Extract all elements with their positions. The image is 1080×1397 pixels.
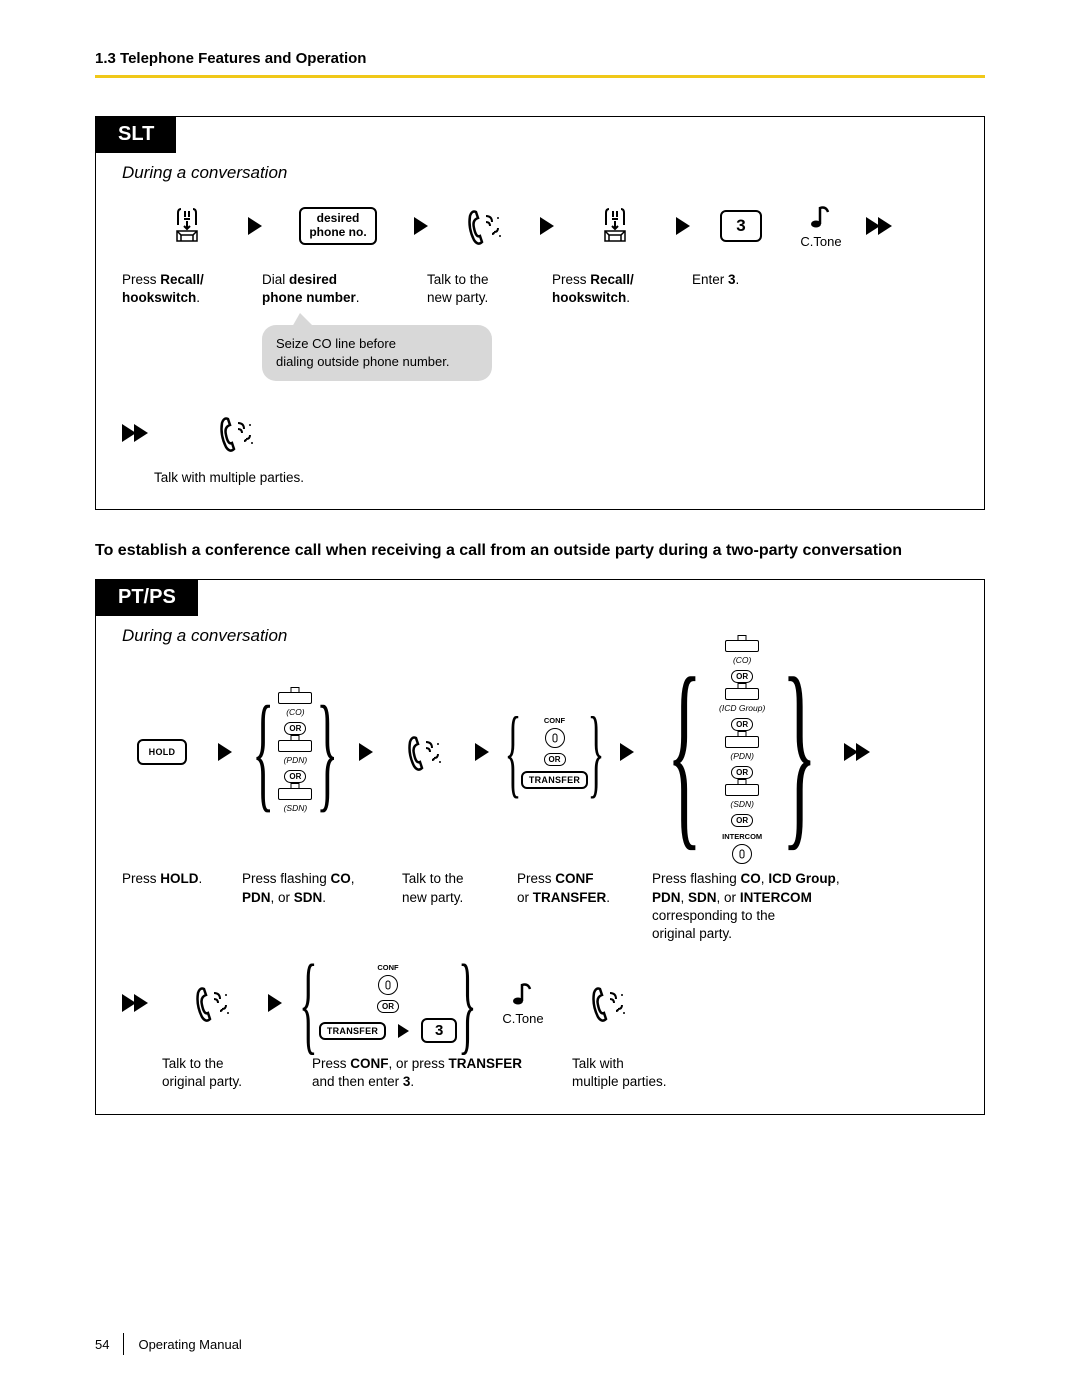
- hookswitch-icon: [167, 201, 207, 251]
- page-number: 54: [95, 1337, 109, 1352]
- caption: Press flashing CO, PDN, or SDN.: [242, 870, 392, 943]
- caption: Talk to theoriginal party.: [162, 1055, 302, 1091]
- btn-label: (CO): [286, 707, 304, 717]
- or-pill: OR: [731, 814, 753, 827]
- ctone-label: C.Tone: [800, 234, 841, 249]
- or-pill: OR: [284, 722, 306, 735]
- proc-subtitle: During a conversation: [122, 163, 958, 183]
- led-button: [278, 788, 312, 800]
- brace-group: { (CO) OR (PDN) OR (SDN) }: [248, 692, 343, 813]
- btn-label: (ICD Group): [719, 703, 765, 713]
- caption: Press Recall/hookswitch.: [122, 271, 252, 381]
- procedure-box-ptps: PT/PS During a conversation HOLD { (CO) …: [95, 579, 985, 1114]
- conf-label: CONF: [544, 716, 565, 725]
- arrow-icon: [268, 994, 282, 1012]
- proc-tag-ptps: PT/PS: [96, 580, 198, 616]
- ctone-label: C.Tone: [502, 1011, 543, 1026]
- tone-icon: [810, 204, 832, 232]
- proc-tag-slt: SLT: [96, 117, 176, 153]
- arrow-icon: [359, 743, 373, 761]
- conf-label: CONF: [377, 963, 398, 972]
- arrow-icon: [676, 217, 690, 235]
- hookswitch-icon: [595, 201, 635, 251]
- arrow-icon: [218, 743, 232, 761]
- handset-icon: [586, 981, 630, 1025]
- caption: Enter 3.: [692, 271, 792, 381]
- tone-icon: [512, 981, 534, 1009]
- dial-box: desiredphone no.: [299, 207, 376, 245]
- key-3: 3: [421, 1018, 457, 1043]
- brace-group: { (CO) OR (ICD Group) OR (PDN) OR (SDN) …: [650, 640, 834, 864]
- procedure-box-slt: SLT During a conversation desiredphone n…: [95, 116, 985, 510]
- caption: Press HOLD.: [122, 870, 232, 943]
- or-pill: OR: [544, 753, 566, 766]
- brace-group: { CONF OR TRANSFER }: [505, 716, 604, 789]
- led-button: [278, 740, 312, 752]
- conf-button: [545, 728, 565, 748]
- caption: Talk with multiple parties.: [154, 469, 304, 487]
- intro-heading: To establish a conference call when rece…: [95, 540, 985, 562]
- caption: Press CONF or TRANSFER.: [517, 870, 642, 943]
- btn-label: (SDN): [284, 803, 308, 813]
- caption: Press CONF, or press TRANSFER and then e…: [312, 1055, 562, 1091]
- section-header: 1.3 Telephone Features and Operation: [95, 50, 985, 67]
- transfer-key: TRANSFER: [521, 771, 588, 789]
- arrow-icon: [620, 743, 634, 761]
- divider: [123, 1333, 124, 1355]
- btn-label: (PDN): [730, 751, 754, 761]
- btn-label: (SDN): [730, 799, 754, 809]
- conf-button: [378, 975, 398, 995]
- arrow-icon: [540, 217, 554, 235]
- led-button: [725, 736, 759, 748]
- caption: Talk to thenew party.: [402, 870, 507, 943]
- intercom-label: INTERCOM: [722, 832, 762, 841]
- handset-icon: [190, 981, 234, 1025]
- arrow-double-icon: [122, 994, 146, 1012]
- accent-rule: [95, 75, 985, 78]
- led-button: [725, 688, 759, 700]
- btn-label: (PDN): [284, 755, 308, 765]
- led-button: [278, 692, 312, 704]
- arrow-icon: [248, 217, 262, 235]
- transfer-key: TRANSFER: [319, 1022, 386, 1040]
- or-pill: OR: [731, 718, 753, 731]
- or-pill: OR: [377, 1000, 399, 1013]
- led-button: [725, 640, 759, 652]
- brace-group: { CONF OR TRANSFER 3 }: [298, 963, 478, 1043]
- arrow-icon: [414, 217, 428, 235]
- callout-note: Seize CO line beforedialing outside phon…: [262, 325, 492, 380]
- arrow-double-icon: [844, 743, 868, 761]
- intercom-button: [732, 844, 752, 864]
- caption: Press flashing CO, ICD Group, PDN, SDN, …: [652, 870, 882, 943]
- arrow-icon: [398, 1024, 409, 1038]
- or-pill: OR: [284, 770, 306, 783]
- caption: Press Recall/hookswitch.: [552, 271, 682, 381]
- key-3: 3: [720, 210, 761, 242]
- arrow-double-icon: [866, 217, 890, 235]
- handset-icon: [462, 204, 506, 248]
- or-pill: OR: [731, 670, 753, 683]
- handset-icon: [402, 730, 446, 774]
- or-pill: OR: [731, 766, 753, 779]
- arrow-icon: [475, 743, 489, 761]
- caption: Talk withmultiple parties.: [572, 1055, 712, 1091]
- arrow-double-icon: [122, 424, 146, 442]
- caption: Dial desiredphone number. Seize CO line …: [262, 271, 417, 381]
- btn-label: (CO): [733, 655, 751, 665]
- hold-key: HOLD: [137, 739, 188, 765]
- footer-label: Operating Manual: [138, 1337, 241, 1352]
- page-footer: 54 Operating Manual: [95, 1333, 242, 1355]
- handset-icon: [214, 411, 258, 455]
- led-button: [725, 784, 759, 796]
